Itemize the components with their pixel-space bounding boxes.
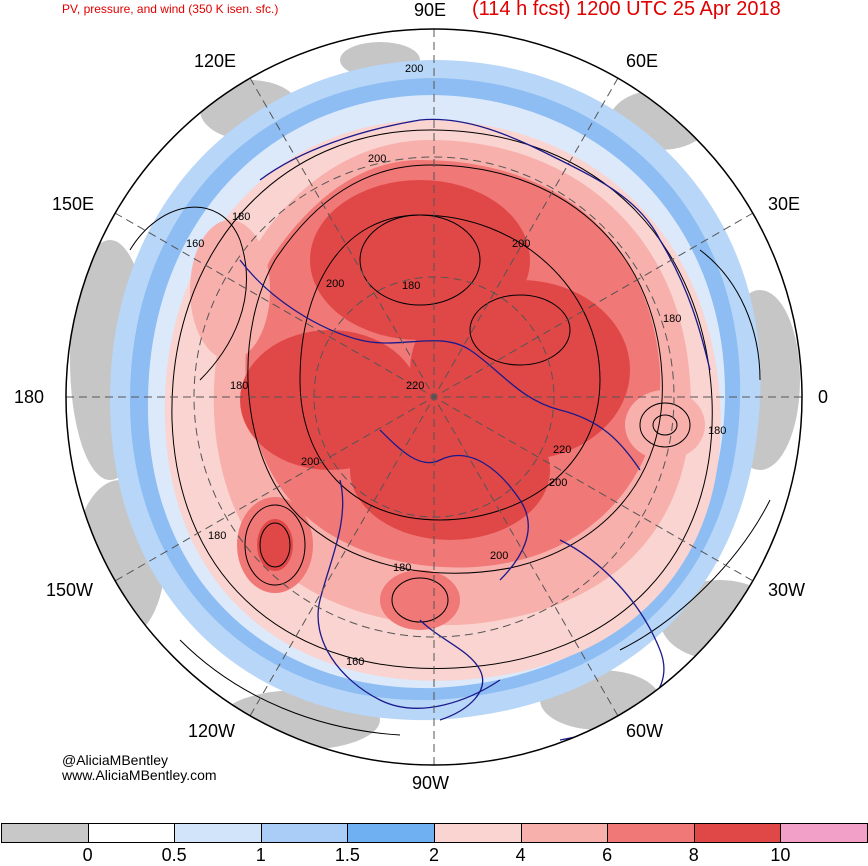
map-disk [66,29,802,765]
colorbar-swatch [347,823,435,843]
contour-label: 220 [553,444,571,456]
contour-label: 160 [186,238,204,250]
lon-label-180: 180 [14,387,45,407]
credit-website: www.AliciaMBentley.com [62,767,217,783]
contour-label: 160 [346,656,364,668]
lon-label-60e: 60E [626,51,659,71]
colorbar-swatch [780,823,868,843]
contour-label: 220 [406,380,424,392]
contour-label: 180 [708,425,726,437]
contour-label: 200 [549,477,567,489]
colorbar-swatch [434,823,522,843]
grid-lines [66,29,802,765]
coastlines [239,118,711,741]
credit-handle: @AliciaMBentley [62,752,169,768]
colorbar-tick-label: 0 [82,845,93,865]
colorbar-swatch [693,823,782,843]
lon-label-90w: 90W [412,773,450,793]
lon-label-90e: 90E [414,0,447,20]
contour-label: 180 [393,562,411,574]
colorbar-tick-label: 0.5 [161,845,187,865]
lon-label-0: 0 [818,387,829,407]
colorbar-tick-label: 10 [770,845,791,865]
colorbar-swatch [87,823,176,843]
colorbar-tick-label: 6 [602,845,613,865]
contour-label: 200 [301,456,319,468]
contour-label: 200 [490,550,508,562]
colorbar-tick-label: 1 [255,845,266,865]
contour-label: 180 [232,211,250,223]
map-boundary [65,28,803,766]
lon-label-120w: 120W [188,721,236,741]
colorbar-tick-label: 2 [428,845,440,865]
lon-label-30e: 30E [768,194,801,214]
contour-value-labels: 200 200 180 160 200 180 200 180 180 220 … [186,63,726,668]
pressure-contours [129,129,771,736]
map-title-right: (114 h fcst) 1200 UTC 25 Apr 2018 [472,0,781,20]
lon-label-150e: 150E [52,194,95,214]
contour-label: 180 [208,530,226,542]
colorbar-swatch [260,823,349,843]
colorbar-swatch [607,823,695,843]
colorbar-swatch [520,823,609,843]
pv-map: 200 200 180 160 200 180 200 180 180 220 … [65,28,803,766]
contour-label: 180 [230,380,248,392]
lon-label-120e: 120E [194,51,237,71]
contour-label: 180 [402,280,420,292]
contour-label: 200 [405,63,423,75]
lon-label-60w: 60W [626,721,664,741]
map-title-left: PV, pressure, and wind (350 K isen. sfc.… [62,2,279,16]
contour-label: 200 [326,278,344,290]
colorbar-swatch [1,823,89,843]
contour-label: 180 [663,313,681,325]
colorbar-tick-label: 4 [515,845,526,865]
contour-label: 200 [512,238,530,250]
lon-label-150w: 150W [46,580,94,600]
lon-label-30w: 30W [768,580,806,600]
contour-label: 200 [368,153,386,165]
colorbar-tick-label: 8 [688,845,699,865]
colorbar-swatch [174,823,262,843]
colorbar-tick-label: 1.5 [334,845,360,865]
